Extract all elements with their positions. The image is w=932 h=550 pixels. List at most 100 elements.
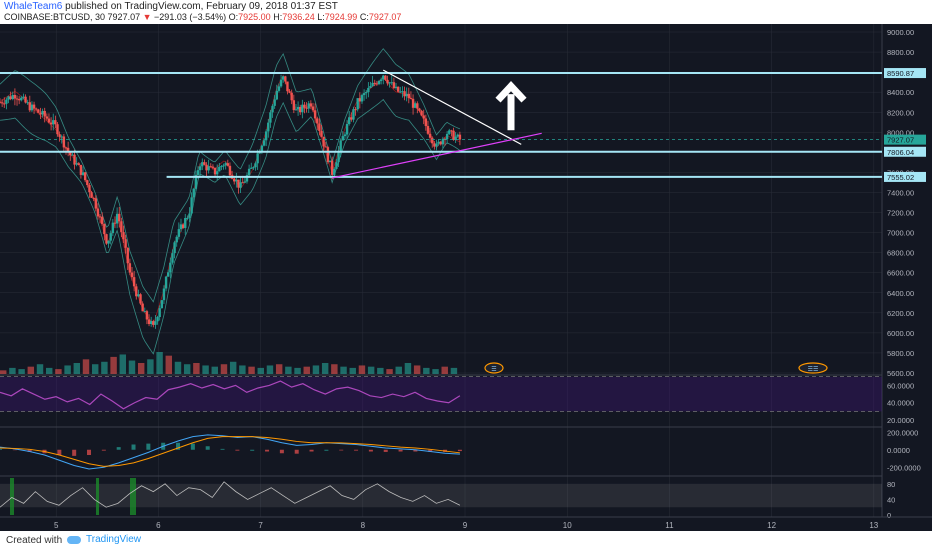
- candle-body: [322, 136, 325, 147]
- volume-bar: [367, 366, 375, 374]
- candle-body: [243, 181, 247, 183]
- candle-body: [81, 172, 85, 175]
- candle-body: [290, 92, 293, 101]
- event-flags[interactable]: ☰ ☰☰: [484, 362, 828, 374]
- macd-histogram-bar: [57, 449, 62, 455]
- volume-bar: [358, 365, 366, 374]
- down-triangle-icon: ▼: [142, 12, 152, 22]
- macd-histogram-bar: [176, 442, 181, 450]
- candle-body: [28, 102, 32, 111]
- time-tick-label: 8: [361, 521, 366, 530]
- trendlines[interactable]: [332, 69, 542, 179]
- candle-body: [382, 75, 385, 80]
- candle-body: [367, 87, 370, 93]
- candle-body: [373, 82, 376, 84]
- volume-bar: [91, 364, 99, 374]
- rsi-pane[interactable]: 60.0000 40.0000 20.0000: [0, 376, 914, 425]
- candle-body: [435, 143, 438, 147]
- price-scale[interactable]: [882, 24, 932, 531]
- candle-body: [245, 175, 249, 182]
- candle-body: [13, 94, 17, 99]
- candle-body: [264, 131, 268, 141]
- price-tick-label: 7400.00: [887, 188, 914, 197]
- candle-body: [0, 102, 2, 104]
- candle-body: [132, 277, 136, 287]
- candle-body: [347, 117, 351, 124]
- volume-bar: [45, 367, 53, 374]
- candle-body: [167, 272, 170, 277]
- stoch-band: [0, 483, 882, 508]
- price-tick-label: 5800.00: [887, 349, 914, 358]
- candle-body: [335, 162, 338, 169]
- macd-histogram-bar: [0, 448, 2, 450]
- close-label: C:: [359, 12, 369, 22]
- candle-body: [137, 294, 140, 297]
- candle-body: [411, 98, 415, 108]
- volume-bar: [294, 367, 301, 374]
- price-tick-label: 7200.00: [887, 209, 914, 218]
- volume-bar: [248, 366, 255, 374]
- event-flag-icon[interactable]: [798, 362, 828, 374]
- event-flag-icon[interactable]: [484, 362, 504, 374]
- volume-bar: [441, 366, 448, 374]
- price-tick-label: 8800.00: [887, 48, 914, 57]
- symbol-label: COINBASE:BTCUSD, 30: [4, 12, 106, 22]
- support-trendline[interactable]: [332, 132, 542, 179]
- candle-body: [386, 79, 389, 84]
- macd-histogram-bar: [235, 449, 240, 451]
- candle-body: [254, 163, 257, 168]
- candle-body: [431, 137, 434, 144]
- tradingview-link[interactable]: TradingView: [86, 534, 142, 545]
- time-tick-label: 11: [665, 521, 674, 530]
- candle-body: [118, 213, 121, 222]
- candle-body: [352, 109, 355, 120]
- rsi-band: [0, 376, 882, 412]
- macd-histogram-bar: [72, 449, 77, 456]
- candle-body: [401, 91, 404, 93]
- candle-body: [173, 242, 176, 254]
- volume-bar: [64, 365, 71, 374]
- candle-body: [139, 294, 142, 304]
- volume-bar: [165, 355, 173, 374]
- candle-body: [32, 104, 36, 109]
- author-link[interactable]: WhaleTeam6: [4, 1, 63, 12]
- candle-body: [443, 138, 447, 140]
- candle-body: [3, 103, 6, 105]
- tradingview-logo-icon: [67, 536, 81, 544]
- candle-body: [128, 263, 132, 273]
- macd-signal-line: [0, 436, 460, 467]
- macd-histogram-bar: [116, 447, 121, 450]
- candle-body: [450, 130, 453, 132]
- candle-body: [164, 276, 168, 289]
- macd-histogram-bar: [279, 449, 284, 454]
- time-tick-label: 6: [156, 521, 161, 530]
- time-tick-label: 7: [258, 521, 263, 530]
- up-arrow[interactable]: [495, 81, 527, 131]
- price-tick-label: 6800.00: [887, 249, 914, 258]
- macd-pane[interactable]: 200.0000 0.0000 -200.0000: [0, 428, 921, 472]
- candle-body: [420, 110, 423, 116]
- candle-body: [135, 286, 138, 297]
- candle-body: [96, 208, 100, 217]
- candle-body: [24, 96, 27, 103]
- candle-body: [22, 96, 25, 98]
- volume-bar: [331, 364, 338, 374]
- resistance-trendline[interactable]: [382, 69, 522, 145]
- chart-canvas[interactable]: 9000.008800.008600.008400.008200.008000.…: [0, 24, 932, 531]
- macd-histogram-bar: [265, 449, 270, 452]
- rsi-tick-label: 40.0000: [887, 399, 914, 408]
- volume-bar: [193, 363, 200, 374]
- candle-body: [394, 86, 398, 89]
- candle-body: [5, 99, 8, 104]
- last-price: 7927.07: [107, 12, 141, 22]
- candle-body: [318, 123, 321, 131]
- candle-body: [126, 247, 129, 264]
- candle-body: [88, 185, 91, 193]
- support-resistance-levels[interactable]: [0, 72, 882, 178]
- stochastic-pane[interactable]: 80 40 0: [0, 478, 895, 520]
- candle-body: [307, 103, 310, 109]
- candle-body: [250, 167, 253, 169]
- candle-body: [113, 222, 117, 224]
- publish-header: WhaleTeam6 published on TradingView.com,…: [0, 0, 932, 24]
- time-axis[interactable]: 5 6 7 8 9 10 11 12 13: [54, 521, 879, 530]
